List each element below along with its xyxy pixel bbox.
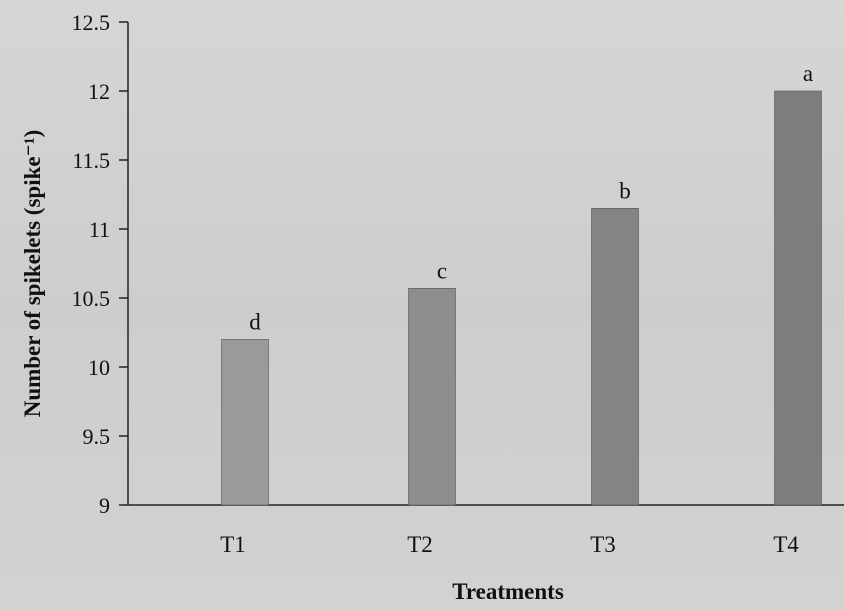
category-label: T2 xyxy=(407,532,433,557)
category-label: T1 xyxy=(220,532,246,557)
y-axis-title: Number of spikelets (spike⁻¹) xyxy=(20,130,45,418)
y-ticks: 9 9.5 10 10.5 11 11.5 12 12.5 xyxy=(72,10,128,518)
y-tick-label: 9 xyxy=(99,493,110,518)
y-tick-label: 12.5 xyxy=(72,10,111,35)
significance-letter: c xyxy=(437,258,447,283)
significance-letter: b xyxy=(619,178,631,203)
bar-t2 xyxy=(408,288,456,506)
category-labels: T1 T2 T3 T4 xyxy=(220,532,799,557)
x-axis-title: Treatments xyxy=(452,579,564,604)
category-label: T3 xyxy=(590,532,616,557)
y-tick-label: 10.5 xyxy=(72,286,111,311)
bar-t4 xyxy=(774,90,822,506)
data-labels: d c b a xyxy=(249,61,813,334)
y-tick-label: 11 xyxy=(89,217,110,242)
bar-t1 xyxy=(221,339,269,506)
bars xyxy=(221,90,822,506)
significance-letter: d xyxy=(249,309,261,334)
y-tick-label: 10 xyxy=(88,355,110,380)
y-tick-label: 11.5 xyxy=(72,148,110,173)
y-tick-label: 9.5 xyxy=(83,424,111,449)
significance-letter: a xyxy=(803,61,813,86)
category-label: T4 xyxy=(773,532,799,557)
y-tick-label: 12 xyxy=(88,79,110,104)
bar-t3 xyxy=(591,208,639,506)
